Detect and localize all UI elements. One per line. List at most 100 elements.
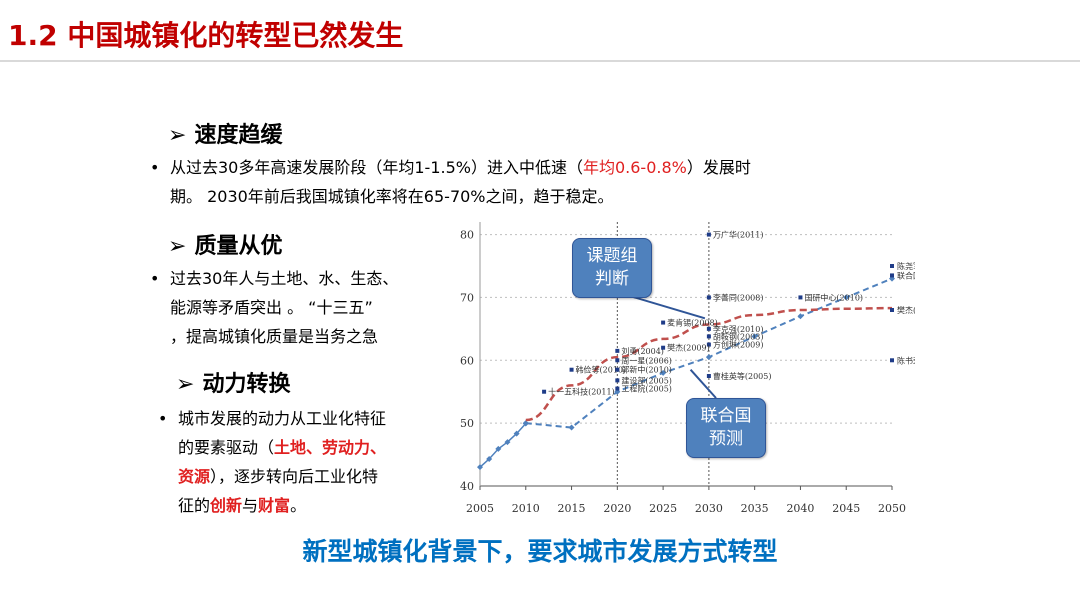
forecast-label: 万广华(2011) — [713, 230, 764, 240]
forecast-label: 联合国(2011) — [897, 270, 915, 280]
forecast-label: 曹桂英等(2005) — [713, 371, 772, 381]
y-tick-label: 40 — [460, 480, 474, 493]
callout-ketizu: 课题组判断 — [572, 238, 652, 298]
forecast-marker — [542, 389, 547, 394]
title-divider — [0, 60, 1080, 62]
data-point — [477, 464, 483, 471]
forecast-marker — [706, 326, 711, 331]
forecast-marker — [615, 348, 620, 353]
arrow-bullet-icon: ➢ — [168, 234, 187, 259]
forecast-label: 胡鞍钢(2003) — [713, 331, 764, 341]
forecast-marker — [661, 320, 666, 325]
forecast-marker — [615, 358, 620, 363]
bullet-dot-icon: • — [158, 409, 168, 428]
forecast-marker — [890, 358, 894, 363]
x-tick-label: 2010 — [512, 502, 540, 515]
bullet-dot-icon: • — [150, 158, 160, 177]
section-driver-heading-text: 动力转换 — [202, 372, 291, 397]
forecast-label: 韩俭等(2010) — [576, 365, 627, 375]
data-point — [797, 313, 804, 320]
driver-line2: 的要素驱动（土地、劳动力、 — [178, 433, 423, 462]
forecast-marker — [706, 334, 711, 339]
bullet-dot-icon: • — [150, 269, 160, 288]
data-point — [843, 294, 850, 301]
section-quality-heading: ➢ 质量从优 — [168, 228, 282, 260]
driver-line2-a: 的要素驱动（ — [178, 438, 275, 457]
forecast-marker — [615, 367, 620, 372]
x-tick-label: 2045 — [832, 502, 860, 515]
quality-bullet: • 过去30年人与土地、水、生态、 能源等矛盾突出 。 “十三五” ，提高城镇化… — [150, 264, 430, 351]
footer-slogan: 新型城镇化背景下，要求城市发展方式转型 — [302, 537, 778, 566]
forecast-marker — [890, 264, 894, 268]
quality-line1: 过去30年人与土地、水、生态、 — [170, 269, 399, 288]
x-tick-label: 2040 — [786, 502, 814, 515]
data-point — [504, 439, 511, 446]
driver-line1: 城市发展的动力从工业化特征 — [178, 409, 387, 428]
forecast-label: 樊杰(2009) — [897, 305, 915, 315]
data-point — [705, 354, 712, 361]
forecast-marker — [706, 342, 711, 347]
forecast-marker — [615, 386, 620, 391]
x-tick-label: 2020 — [603, 502, 631, 515]
forecast-label: 樊杰(2009) — [667, 343, 710, 353]
speed-bullet-line2: 期。 2030年前后我国城镇化率将在65-70%之间，趋于稳定。 — [170, 187, 614, 206]
driver-line2-red: 土地、劳动力、 — [274, 438, 387, 457]
forecast-label: 郭新中(2010) — [621, 365, 672, 375]
forecast-label: 周一星(2006) — [621, 356, 672, 365]
arrow-bullet-icon: ➢ — [168, 123, 187, 148]
forecast-label: 李克强(2010) — [713, 324, 764, 334]
series-line — [479, 422, 527, 468]
forecast-marker — [890, 308, 894, 312]
chart-annotations: 万广华(2011) 陈尧军(2007)联合国(2011) 李善同(2008) 国研中心… — [542, 230, 915, 397]
forecast-marker — [569, 367, 574, 372]
x-tick-label: 2050 — [878, 502, 906, 515]
data-point — [751, 333, 758, 340]
forecast-label: 建设部(2005) — [621, 375, 672, 385]
forecast-marker — [706, 232, 711, 237]
y-tick-label: 60 — [460, 354, 474, 367]
driver-line3: 资源），逐步转向后工业化特 — [178, 462, 423, 491]
driver-line4-red2: 财富 — [258, 496, 291, 515]
forecast-label: 麦肯锡(2008) — [667, 318, 718, 328]
x-tick-label: 2005 — [466, 502, 494, 515]
arrow-bullet-icon: ➢ — [176, 372, 195, 397]
x-tick-label: 2030 — [695, 502, 723, 515]
section-speed-heading: ➢ 速度趋缓 — [168, 117, 282, 149]
chart-series — [477, 275, 895, 471]
quality-line3: ，提高城镇化质量是当务之急 — [170, 327, 379, 346]
section-speed-heading-text: 速度趋缓 — [194, 123, 283, 148]
data-point — [495, 445, 502, 452]
callout-un: 联合国预测 — [686, 398, 766, 458]
driver-line4-red1: 创新 — [210, 496, 243, 515]
quality-line2: 能源等矛盾突出 。 “十三五” — [170, 298, 373, 317]
x-tick-label: 2035 — [741, 502, 769, 515]
speed-bullet: • 从过去30多年高速发展阶段（年均1-1.5%）进入中低速（年均0.6-0.8… — [150, 153, 930, 211]
forecast-label: 陈尧军(2007) — [897, 261, 915, 271]
forecast-label: 工程院(2005) — [621, 384, 672, 394]
y-tick-label: 70 — [460, 291, 474, 304]
forecast-label: 李善同(2008) — [713, 292, 764, 302]
forecast-label: 陈书荣(2000) — [897, 355, 915, 365]
section-driver-heading: ➢ 动力转换 — [176, 366, 290, 398]
speed-text-b: ）发展时 — [686, 158, 751, 177]
data-point — [568, 424, 575, 431]
data-point — [486, 455, 493, 462]
section-quality-heading-text: 质量从优 — [194, 234, 283, 259]
forecast-marker — [890, 273, 894, 278]
forecast-marker — [661, 345, 666, 350]
driver-line3-red: 资源 — [178, 467, 211, 486]
driver-line4-a: 征的 — [178, 496, 211, 515]
forecast-label: 方创琳(2009) — [713, 340, 764, 350]
forecast-marker — [706, 374, 711, 378]
driver-line4-c: 。 — [290, 496, 307, 515]
forecast-marker — [798, 295, 803, 300]
data-point — [513, 430, 520, 437]
forecast-label: 国研中心(2010) — [804, 292, 863, 302]
callout-pointer-un — [689, 369, 717, 399]
forecast-label: 十一五科技(2011) — [548, 387, 615, 397]
y-tick-label: 50 — [460, 417, 474, 430]
speed-text-a: 从过去30多年高速发展阶段（年均1-1.5%）进入中低速（ — [170, 158, 583, 177]
driver-bullet: • 城市发展的动力从工业化特征 的要素驱动（土地、劳动力、 资源），逐步转向后工… — [158, 404, 423, 520]
y-tick-label: 80 — [460, 229, 474, 242]
slide-title: 1.2 中国城镇化的转型已然发生 — [8, 19, 404, 52]
